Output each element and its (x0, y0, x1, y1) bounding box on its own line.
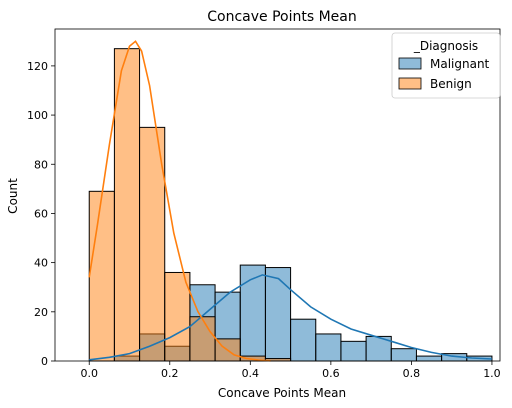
kde-line-malignant (89, 274, 492, 361)
y-axis-label: Count (6, 178, 20, 214)
bars-layer (88, 48, 493, 362)
bar-benign-2 (139, 126, 166, 362)
x-tick-label-5: 1.0 (483, 367, 501, 380)
chart-title: Concave Points Mean (207, 9, 357, 25)
y-tick-label-6: 120 (27, 60, 48, 73)
x-tick-label-1: 0.2 (161, 367, 179, 380)
kde-line-benign (88, 40, 271, 362)
y-tick-label-2: 40 (34, 257, 48, 270)
y-tick-label-4: 80 (34, 158, 48, 171)
legend-label-malignant: Malignant (430, 57, 490, 71)
bar-malignant-9 (315, 333, 342, 362)
y-axis: 0 20 40 60 80 100 120 (27, 60, 55, 368)
y-tick-label-0: 0 (41, 355, 48, 368)
plot-frame (54, 28, 501, 362)
x-tick-label-2: 0.4 (242, 367, 260, 380)
bar-malignant-7 (264, 267, 292, 362)
legend-swatch-benign (398, 77, 422, 90)
bar-malignant-12 (390, 348, 417, 362)
bar-malignant-8 (290, 318, 317, 362)
bar-benign-0 (88, 190, 115, 362)
bar-benign-3 (164, 271, 191, 362)
x-tick-label-3: 0.6 (322, 367, 340, 380)
y-tick-label-1: 20 (34, 306, 48, 319)
kde-layer (88, 40, 492, 362)
bar-malignant-13 (415, 355, 443, 362)
legend-swatch-malignant (398, 57, 422, 70)
legend-label-benign: Benign (430, 77, 472, 91)
legend-title: _Diagnosis (413, 39, 478, 53)
y-tick-label-5: 100 (27, 109, 48, 122)
x-axis-label: Concave Points Mean (218, 386, 346, 400)
bar-malignant-10 (340, 340, 367, 362)
x-tick-label-4: 0.8 (403, 367, 421, 380)
x-axis: 0.0 0.2 0.4 0.6 0.8 1.0 (80, 361, 501, 380)
x-tick-label-0: 0.0 (80, 367, 98, 380)
y-tick-label-3: 60 (34, 207, 48, 220)
legend: _Diagnosis Malignant Benign (391, 32, 501, 99)
